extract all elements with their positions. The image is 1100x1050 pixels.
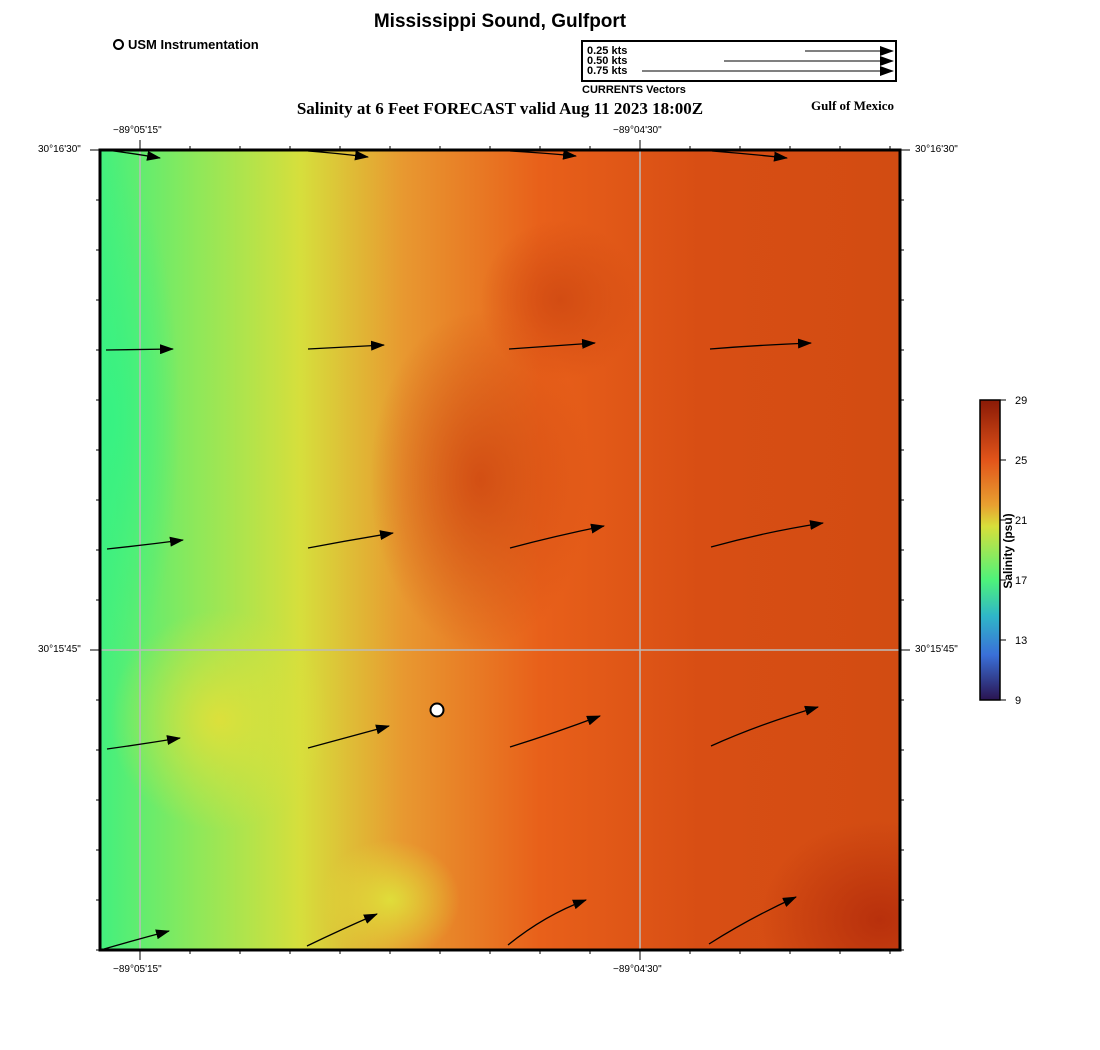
vector-scale-key: 0.25 kts 0.50 kts 0.75 kts xyxy=(581,40,897,82)
tick-marks xyxy=(90,140,910,960)
vector-caption: CURRENTS Vectors xyxy=(582,84,686,96)
lat-label-left: 30°16'30" xyxy=(38,144,81,155)
colorbar-scale xyxy=(979,399,1001,701)
current-vector xyxy=(307,340,385,351)
lon-label-bottom: −89°05'15" xyxy=(113,964,162,975)
station-legend-label: USM Instrumentation xyxy=(128,37,259,52)
colorbar-tick-label: 17 xyxy=(1015,575,1027,587)
current-vectors xyxy=(103,149,824,950)
lat-label-right: 30°15'45" xyxy=(915,644,958,655)
colorbar-label: Salinity (psu) xyxy=(1001,513,1015,589)
colorbar-tick-label: 21 xyxy=(1015,515,1027,527)
lon-label-top: −89°04'30" xyxy=(613,125,662,136)
current-vector xyxy=(509,715,601,748)
current-vector xyxy=(103,929,170,950)
lon-label-top: −89°05'15" xyxy=(113,125,162,136)
current-vector xyxy=(306,913,378,947)
current-vector xyxy=(307,150,369,161)
region-label: Gulf of Mexico xyxy=(811,98,895,113)
lat-label-right: 30°16'30" xyxy=(915,144,958,155)
current-vector xyxy=(307,724,390,749)
current-vector xyxy=(106,536,184,550)
station-marker-icon xyxy=(113,39,124,50)
current-vector xyxy=(508,338,596,350)
vector-scale-label: 0.50 kts xyxy=(587,55,628,67)
vector-scale-label: 0.75 kts xyxy=(587,65,628,77)
current-vector xyxy=(711,150,788,162)
station-legend: USM Instrumentation xyxy=(113,37,259,52)
map-title: Mississippi Sound, Gulfport xyxy=(373,11,627,32)
current-vector xyxy=(507,899,587,946)
colorbar-tick-label: 13 xyxy=(1015,635,1027,647)
vector-scale-label: 0.25 kts xyxy=(587,45,628,57)
lat-label-left: 30°15'45" xyxy=(38,644,81,655)
lon-label-bottom: −89°04'30" xyxy=(613,964,662,975)
colorbar-tick-label: 9 xyxy=(1015,695,1021,707)
current-vector xyxy=(106,735,181,750)
current-vector xyxy=(708,896,797,945)
current-vector xyxy=(105,344,174,355)
current-vector xyxy=(710,520,824,548)
colorbar: 29 25 21 17 13 9 xyxy=(979,395,1027,707)
current-vector xyxy=(509,523,605,549)
current-vector xyxy=(709,338,812,350)
colorbar-tick-label: 25 xyxy=(1015,455,1027,467)
map-subtitle: Salinity at 6 Feet FORECAST valid Aug 11… xyxy=(296,99,704,118)
current-vector xyxy=(509,149,577,160)
current-vector xyxy=(710,705,819,747)
vector-scale-arrows xyxy=(642,46,894,76)
current-vector xyxy=(307,530,394,549)
salinity-field xyxy=(100,150,900,950)
colorbar-tick-label: 29 xyxy=(1015,395,1027,407)
current-vector xyxy=(105,149,161,161)
usm-station-marker[interactable] xyxy=(429,702,445,718)
